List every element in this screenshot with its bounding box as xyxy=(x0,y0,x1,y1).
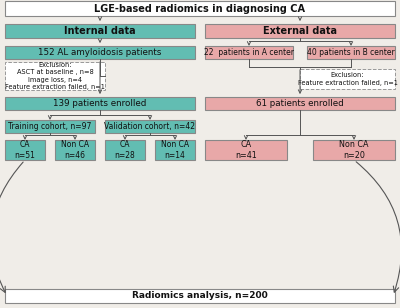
FancyBboxPatch shape xyxy=(205,24,395,38)
FancyBboxPatch shape xyxy=(313,140,395,160)
FancyBboxPatch shape xyxy=(5,1,395,16)
Text: External data: External data xyxy=(263,26,337,36)
FancyBboxPatch shape xyxy=(5,24,195,38)
FancyBboxPatch shape xyxy=(5,62,105,90)
Text: Exclusion:
ASCT at baseline , n=8
Image loss, n=4
Feature extraction failed, n=1: Exclusion: ASCT at baseline , n=8 Image … xyxy=(5,62,105,90)
Text: Exclusion:
Feature extraction failed, n=1: Exclusion: Feature extraction failed, n=… xyxy=(298,72,398,86)
FancyBboxPatch shape xyxy=(105,120,195,133)
Text: Validation cohort, n=42: Validation cohort, n=42 xyxy=(104,122,196,131)
FancyBboxPatch shape xyxy=(55,140,95,160)
Text: Training cohort, n=97: Training cohort, n=97 xyxy=(8,122,92,131)
Text: 40 patients in B center: 40 patients in B center xyxy=(307,48,395,57)
FancyBboxPatch shape xyxy=(5,120,95,133)
Text: Radiomics analysis, n=200: Radiomics analysis, n=200 xyxy=(132,291,268,301)
Text: CA
n=28: CA n=28 xyxy=(115,140,135,160)
Text: CA
n=51: CA n=51 xyxy=(14,140,36,160)
FancyBboxPatch shape xyxy=(5,46,195,59)
FancyBboxPatch shape xyxy=(205,140,287,160)
FancyBboxPatch shape xyxy=(300,69,395,89)
FancyBboxPatch shape xyxy=(105,140,145,160)
FancyBboxPatch shape xyxy=(5,97,195,110)
Text: 61 patients enrolled: 61 patients enrolled xyxy=(256,99,344,108)
Text: Non CA
n=46: Non CA n=46 xyxy=(61,140,89,160)
FancyBboxPatch shape xyxy=(205,46,293,59)
Text: CA
n=41: CA n=41 xyxy=(235,140,257,160)
FancyBboxPatch shape xyxy=(5,140,45,160)
Text: LGE-based radiomics in diagnosing CA: LGE-based radiomics in diagnosing CA xyxy=(94,3,306,14)
FancyBboxPatch shape xyxy=(5,289,395,303)
FancyBboxPatch shape xyxy=(307,46,395,59)
FancyBboxPatch shape xyxy=(205,97,395,110)
Text: 139 patients enrolled: 139 patients enrolled xyxy=(53,99,147,108)
Text: Internal data: Internal data xyxy=(64,26,136,36)
Text: Non CA
n=14: Non CA n=14 xyxy=(161,140,189,160)
Text: 22  patients in A center: 22 patients in A center xyxy=(204,48,294,57)
Text: 152 AL amyloidosis patients: 152 AL amyloidosis patients xyxy=(38,48,162,57)
FancyBboxPatch shape xyxy=(155,140,195,160)
Text: Non CA
n=20: Non CA n=20 xyxy=(339,140,369,160)
